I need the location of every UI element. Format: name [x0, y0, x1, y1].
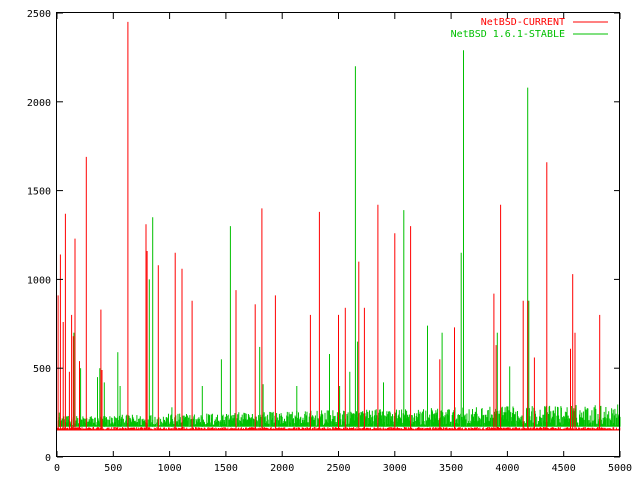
- series-layer: [56, 21, 621, 431]
- x-tick-label: 0: [54, 463, 60, 474]
- series-0: [56, 21, 621, 431]
- x-tick-label: 500: [104, 463, 122, 474]
- y-tick-label: 1500: [27, 187, 51, 198]
- y-tick-label: 2500: [27, 9, 51, 20]
- series-1: [56, 50, 621, 427]
- y-tick-label: 500: [33, 364, 51, 375]
- x-tick-label: 4000: [495, 463, 519, 474]
- y-tick-label: 1000: [27, 275, 51, 286]
- x-tick-label: 1500: [214, 463, 238, 474]
- ticks-layer: 0 500 1000 1500 2000 2500 3000 3500 4000 4500 5000…: [27, 9, 632, 474]
- x-tick-label: 5000: [608, 463, 632, 474]
- legend-label: NetBSD 1.6.1-STABLE: [451, 29, 565, 40]
- y-tick-label: 0: [45, 453, 51, 464]
- x-tick-label: 2500: [326, 463, 350, 474]
- y-tick-label: 2000: [27, 98, 51, 109]
- x-tick-label: 1000: [158, 463, 182, 474]
- x-tick-label: 2000: [270, 463, 294, 474]
- x-tick-label: 3500: [439, 463, 463, 474]
- x-tick-label: 3000: [383, 463, 407, 474]
- x-tick-label: 4500: [552, 463, 576, 474]
- legend-label: NetBSD-CURRENT: [481, 17, 565, 28]
